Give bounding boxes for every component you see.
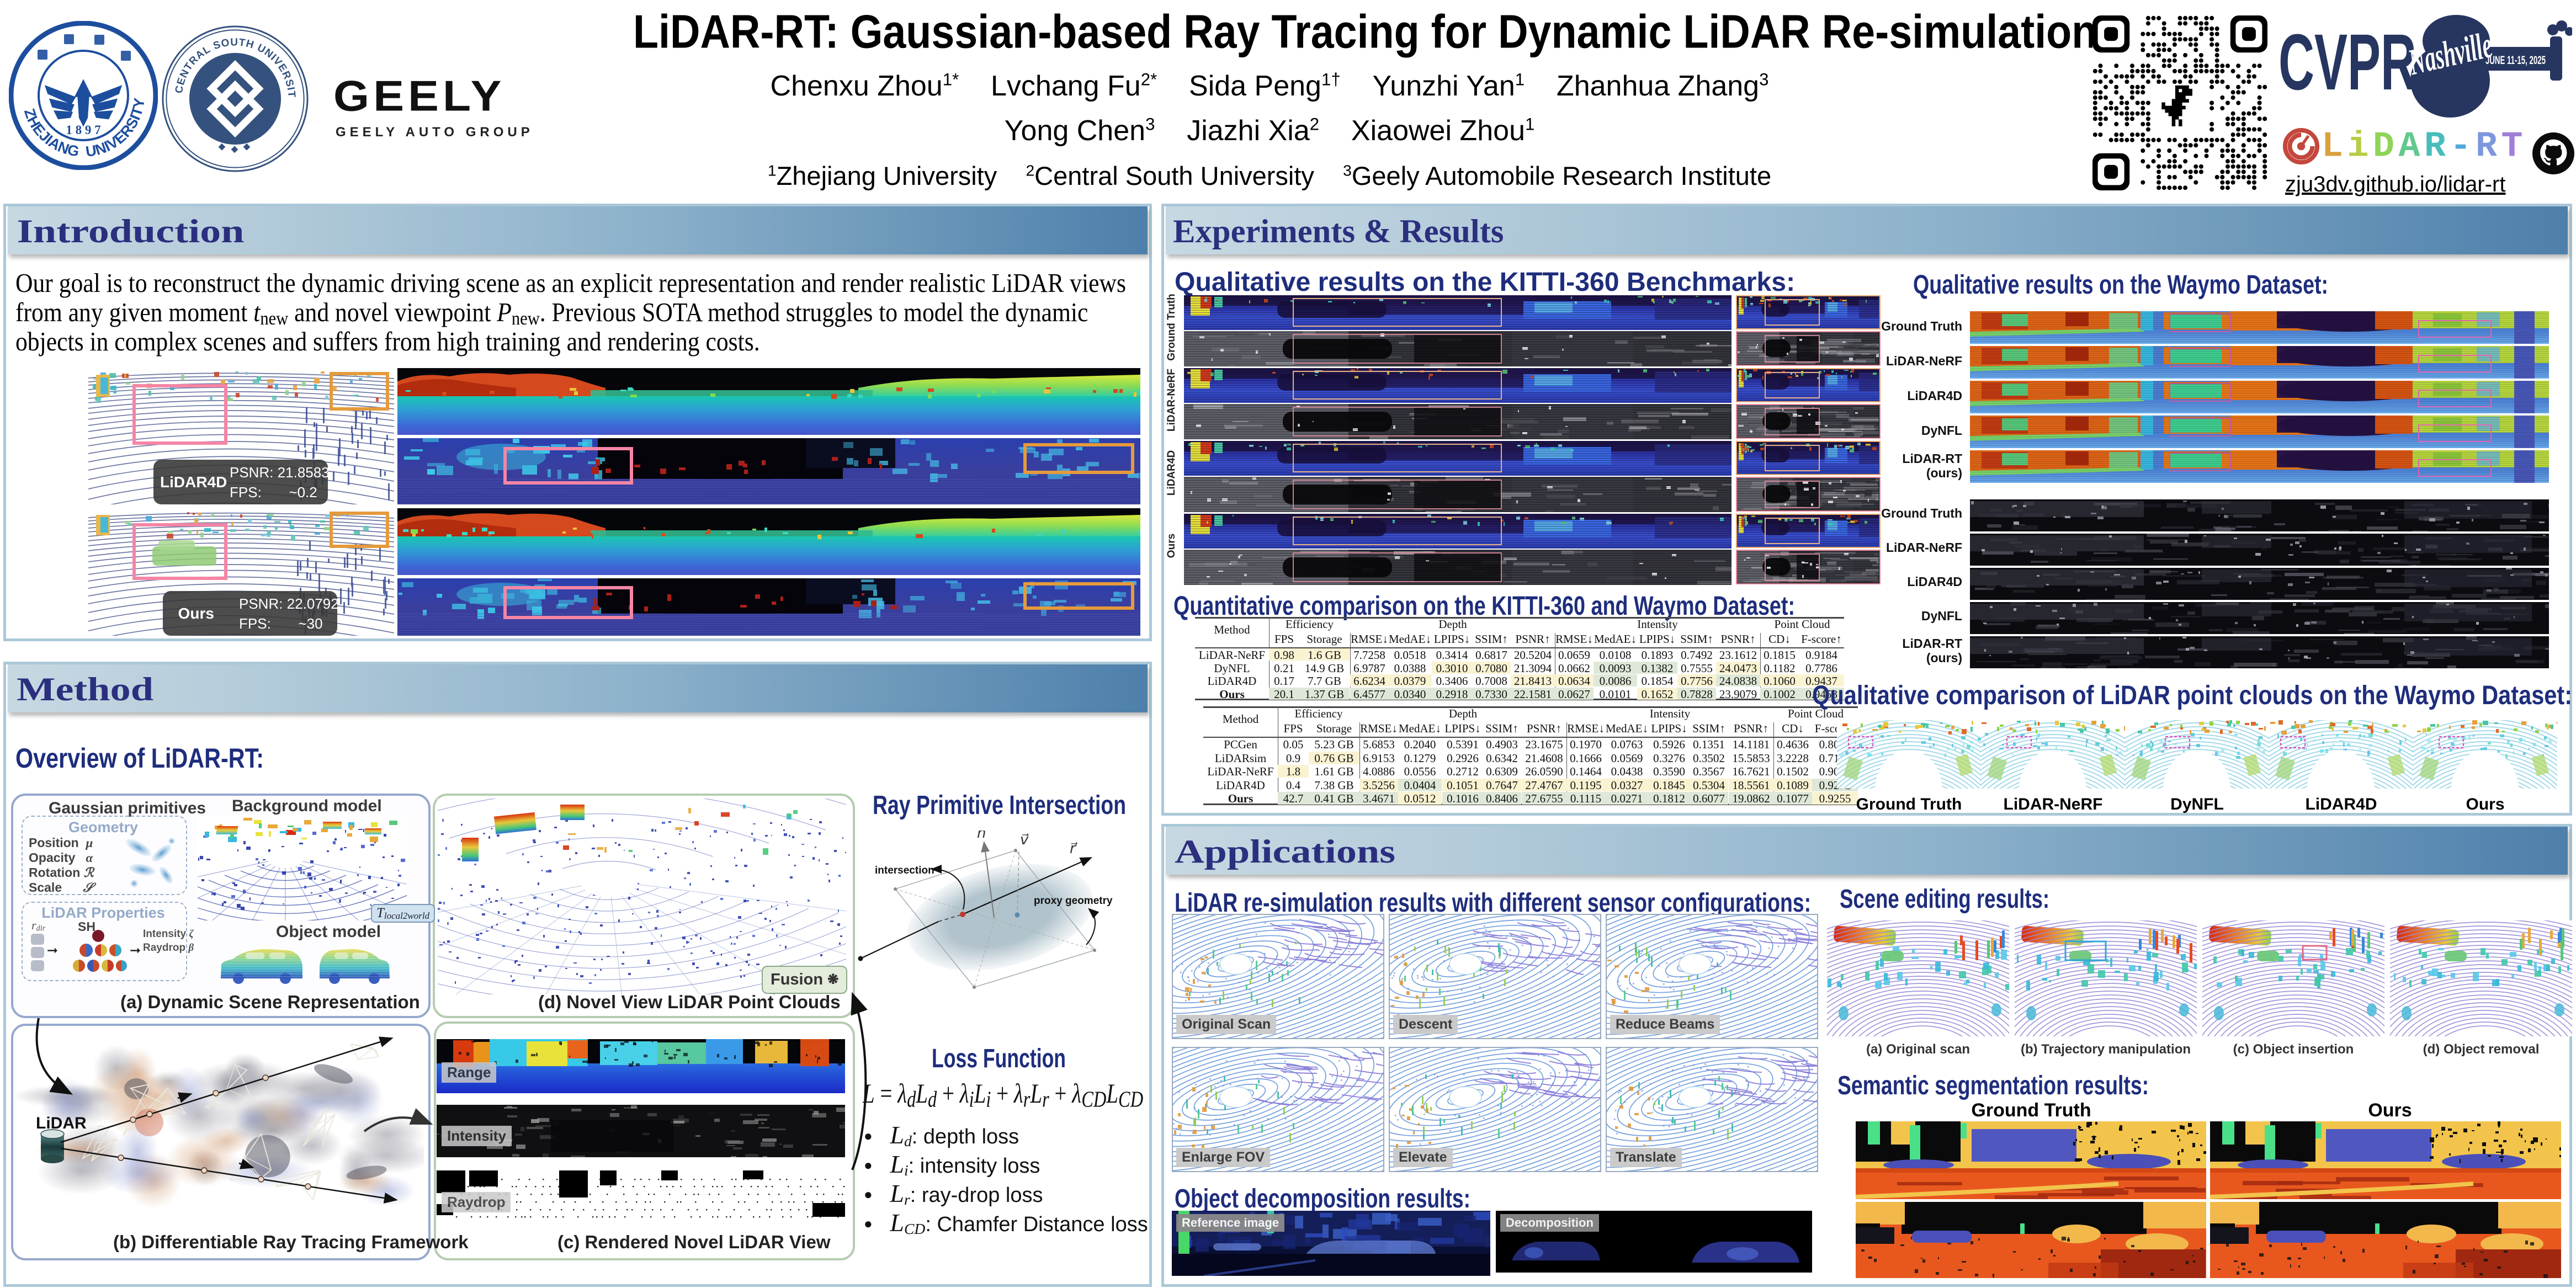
svg-text:L: L: [2322, 127, 2343, 161]
svg-text:R: R: [2476, 127, 2497, 161]
svg-text:intersection: intersection: [875, 865, 934, 876]
svg-text:JUNE 11-15, 2025: JUNE 11-15, 2025: [2485, 54, 2546, 67]
svg-text:LiDAR: LiDAR: [36, 1114, 87, 1132]
svg-text:1 8 9 7: 1 8 9 7: [66, 123, 100, 137]
svg-text:A: A: [2399, 127, 2420, 161]
svg-text:proxy geometry: proxy geometry: [1034, 895, 1113, 907]
svg-text:i: i: [2347, 127, 2369, 161]
svg-text:n⃗: n⃗: [977, 831, 986, 841]
svg-text:r⃗: r⃗: [1070, 840, 1078, 856]
svg-text:T: T: [2501, 127, 2523, 161]
svg-text:v⃗: v⃗: [1020, 832, 1029, 848]
svg-text:-: -: [2450, 127, 2472, 161]
svg-text:R: R: [2424, 127, 2446, 161]
svg-text:D: D: [2373, 127, 2394, 161]
svg-text:CVPR: CVPR: [2278, 18, 2416, 107]
